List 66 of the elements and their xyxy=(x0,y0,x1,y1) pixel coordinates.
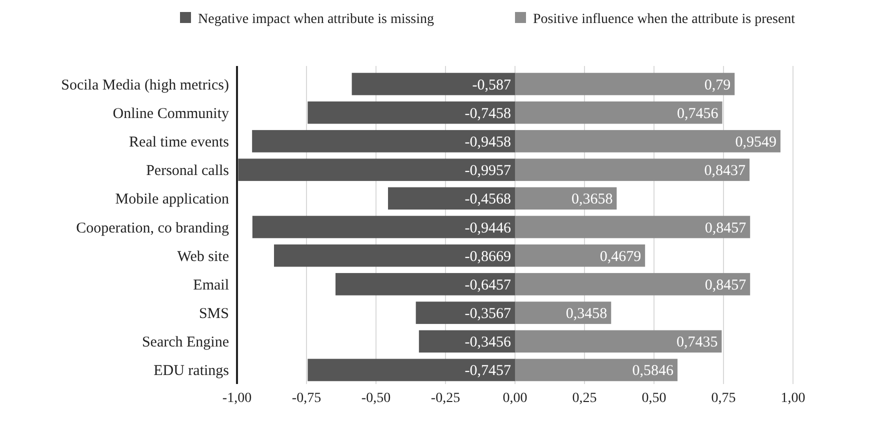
data-label: -0,4568 xyxy=(464,192,511,208)
y-tick-label: Socila Media (high metrics) xyxy=(61,77,229,94)
data-label: 0,3458 xyxy=(566,306,608,322)
bar xyxy=(515,158,750,181)
bar xyxy=(418,330,515,353)
data-label: -0,6457 xyxy=(464,277,512,294)
bar xyxy=(515,216,750,238)
bar xyxy=(515,72,735,96)
data-label: -0,3567 xyxy=(464,306,512,322)
bar xyxy=(238,158,515,181)
data-label: 0,4679 xyxy=(600,248,642,265)
data-label: -0,9446 xyxy=(464,220,512,236)
bar xyxy=(252,130,515,152)
data-label: 0,8457 xyxy=(704,220,747,236)
y-tick-label: Web site xyxy=(177,248,230,265)
bar xyxy=(274,244,515,267)
bar xyxy=(308,358,515,382)
data-label: 0,8457 xyxy=(704,277,747,294)
data-label: -0,7457 xyxy=(464,363,512,380)
data-label: -0,7458 xyxy=(464,106,511,122)
data-label: -0,9957 xyxy=(464,163,512,180)
x-tick-label: 0,75 xyxy=(711,391,736,406)
y-tick-label: Real time events xyxy=(129,134,230,150)
data-label: 0,7435 xyxy=(676,334,718,351)
x-tick-label: 0,50 xyxy=(642,391,666,406)
bar xyxy=(515,358,678,382)
y-tick-label: SMS xyxy=(198,306,229,322)
data-label: -0,8669 xyxy=(464,248,511,265)
data-label: 0,9549 xyxy=(735,134,776,150)
data-label: -0,3456 xyxy=(464,334,512,351)
bar xyxy=(515,302,612,324)
data-label: 0,79 xyxy=(704,77,731,94)
bar xyxy=(515,187,617,210)
bar xyxy=(515,101,722,124)
x-tick-label: -0,75 xyxy=(292,391,322,406)
data-label: 0,3658 xyxy=(571,192,613,208)
bar xyxy=(252,216,515,238)
y-tick-label: Search Engine xyxy=(142,334,230,351)
x-tick-label: -0,25 xyxy=(430,391,460,406)
y-tick-label: Mobile application xyxy=(115,192,230,208)
y-tick-label: Personal calls xyxy=(146,163,230,180)
x-tick-label: -0,50 xyxy=(361,391,391,406)
y-tick-label: Online Community xyxy=(112,106,230,122)
y-tick-label: Cooperation, co branding xyxy=(76,220,230,236)
legend-label: Negative impact when attribute is missing xyxy=(198,12,434,27)
bar xyxy=(515,273,750,296)
x-tick-label: -1,00 xyxy=(222,391,252,406)
data-label: 0,5846 xyxy=(632,363,674,380)
y-tick-label: EDU ratings xyxy=(154,363,230,380)
x-tick-label: 0,25 xyxy=(572,391,597,406)
x-tick-label: 0,00 xyxy=(502,391,528,406)
y-tick-label: Email xyxy=(193,277,229,294)
bar xyxy=(335,273,515,296)
bar xyxy=(388,187,515,210)
bar xyxy=(308,101,515,124)
data-label: -0,587 xyxy=(472,77,512,94)
x-tick-label: 1,00 xyxy=(780,391,806,406)
bar xyxy=(515,330,722,353)
legend-label: Positive influence when the attribute is present xyxy=(533,12,796,27)
bar xyxy=(416,302,515,324)
data-label: -0,9458 xyxy=(464,134,511,150)
bar xyxy=(515,244,646,267)
bar xyxy=(515,130,780,152)
bar xyxy=(352,72,515,96)
data-label: 0,7456 xyxy=(677,106,719,122)
data-label: 0,8437 xyxy=(704,163,746,180)
